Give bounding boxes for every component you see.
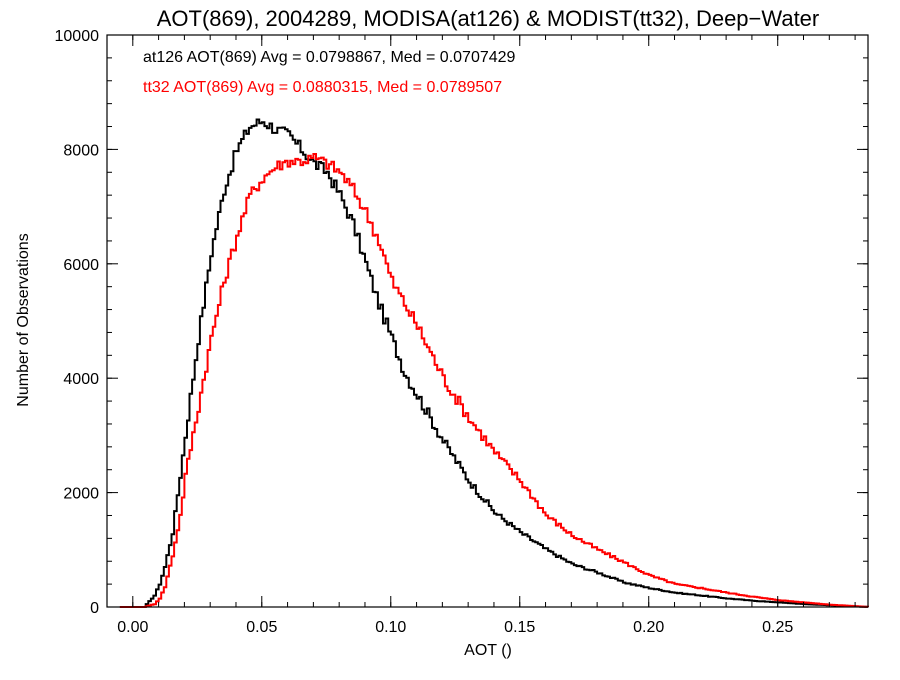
y-tick-label: 8000 — [63, 142, 99, 159]
stat-annotation-1: at126 AOT(869) Avg = 0.0798867, Med = 0.… — [143, 49, 516, 66]
series-line-1 — [119, 118, 869, 608]
y-tick-label: 0 — [90, 600, 99, 617]
y-axis-label: Number of Observations — [15, 233, 32, 406]
series-line-2 — [119, 153, 869, 608]
y-tick-label: 10000 — [55, 28, 100, 45]
x-tick-label: 0.05 — [246, 619, 277, 636]
stat-annotation-2: tt32 AOT(869) Avg = 0.0880315, Med = 0.0… — [143, 79, 502, 96]
x-tick-label: 0.15 — [504, 619, 535, 636]
stats-annotations: at126 AOT(869) Avg = 0.0798867, Med = 0.… — [143, 49, 516, 96]
x-tick-label: 0.00 — [117, 619, 148, 636]
plot-frame — [106, 34, 869, 608]
x-tick-label: 0.20 — [633, 619, 664, 636]
x-tick-label: 0.10 — [375, 619, 406, 636]
x-axis-label: AOT () — [464, 642, 512, 659]
y-tick-label: 6000 — [63, 257, 99, 274]
chart-title: AOT(869), 2004289, MODISA(at126) & MODIS… — [157, 6, 820, 31]
x-tick-label: 0.25 — [762, 619, 793, 636]
y-tick-label: 4000 — [63, 371, 99, 388]
axes: 0.00 0.05 0.10 0.15 0.20 0.25 0 2000 4000 6000 800… — [55, 28, 869, 636]
plot-area — [119, 118, 869, 608]
y-tick-label: 2000 — [63, 486, 99, 503]
